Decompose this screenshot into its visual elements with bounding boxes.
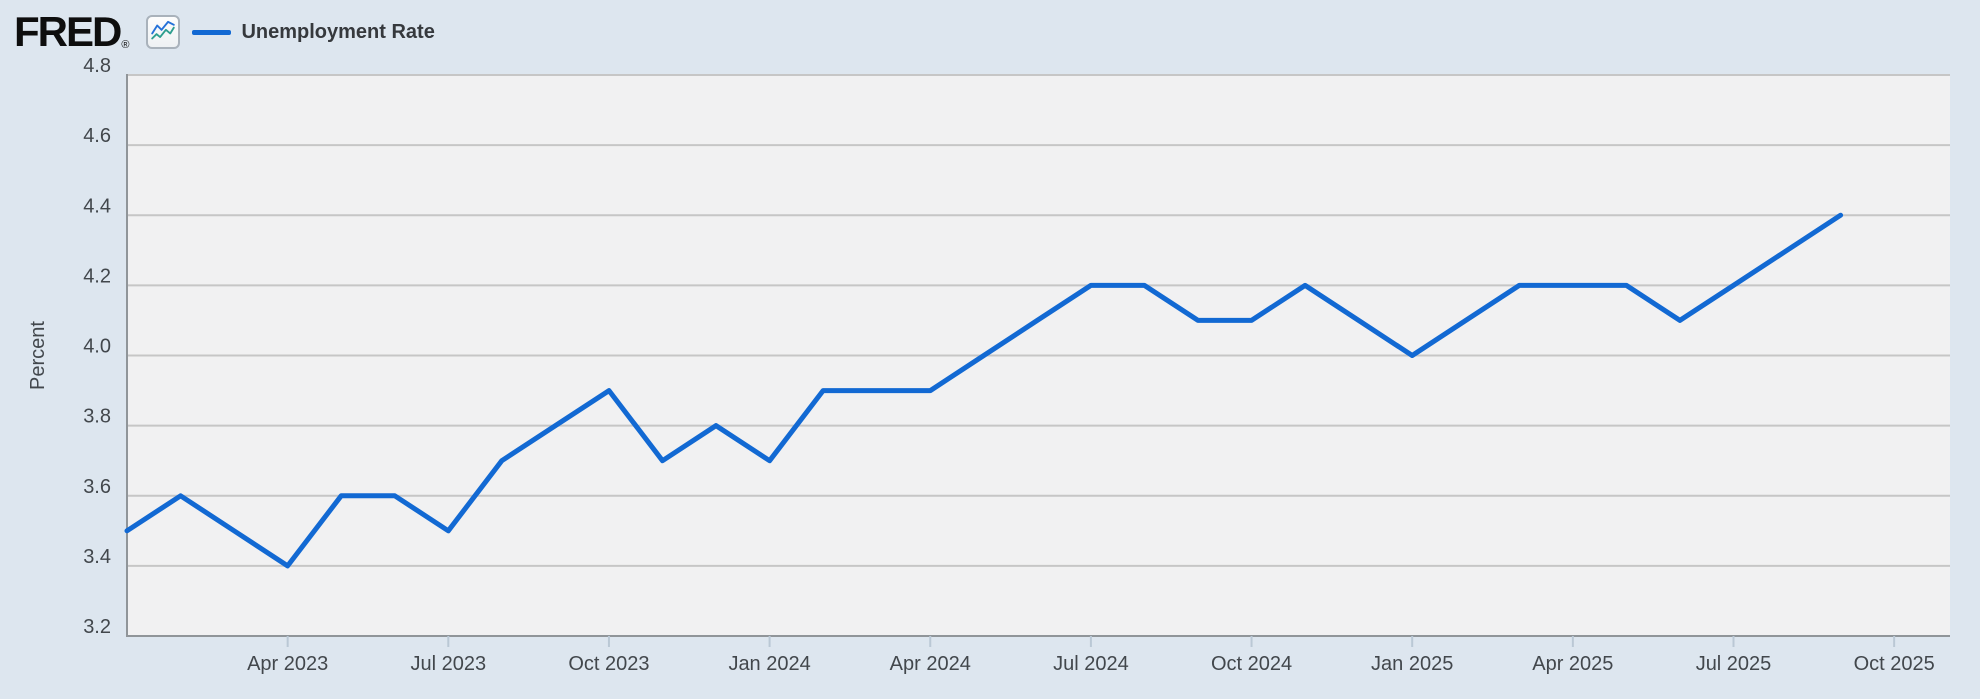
y-axis-label: 4.8 bbox=[83, 55, 111, 77]
x-axis-label: Apr 2025 bbox=[1532, 653, 1613, 675]
y-axis-label: 3.2 bbox=[83, 616, 111, 638]
logo-sparkline-teal bbox=[151, 26, 176, 40]
x-axis-label: Jul 2025 bbox=[1696, 653, 1772, 675]
x-axis-label: Oct 2024 bbox=[1211, 653, 1292, 675]
y-axis-label: 3.4 bbox=[83, 546, 111, 568]
registered-trademark: ® bbox=[121, 39, 130, 51]
series-line-unemployment-rate[interactable] bbox=[124, 212, 1844, 569]
fred-sparkline-icon[interactable] bbox=[146, 15, 181, 49]
y-axis-label: 3.6 bbox=[83, 476, 111, 498]
y-axis-label: 3.8 bbox=[83, 406, 111, 428]
y-axis-label: 4.2 bbox=[83, 265, 111, 287]
logo-sparkline-blue bbox=[151, 20, 176, 35]
legend-line-swatch bbox=[192, 29, 232, 35]
y-axis-label: 4.0 bbox=[83, 336, 111, 358]
x-axis-label: Jul 2023 bbox=[410, 653, 486, 675]
x-axis-label: Oct 2025 bbox=[1854, 653, 1935, 675]
x-axis-label: Apr 2023 bbox=[247, 653, 328, 675]
fred-logo-text: FRED bbox=[14, 8, 122, 55]
x-axis-label: Jul 2024 bbox=[1053, 653, 1129, 675]
x-axis-label: Jan 2024 bbox=[728, 653, 810, 675]
y-axis-label: 4.6 bbox=[83, 125, 111, 147]
sparkline-icon-graphic bbox=[151, 20, 176, 40]
y-axis-label: 4.4 bbox=[83, 195, 111, 217]
fred-logo[interactable]: FRED ® bbox=[14, 11, 129, 53]
x-axis-label: Oct 2023 bbox=[568, 653, 649, 675]
chart-header: FRED ® Unemployment Rate bbox=[14, 6, 435, 58]
y-axis-title: Percent bbox=[27, 321, 49, 390]
legend-series-label[interactable]: Unemployment Rate bbox=[241, 20, 435, 43]
x-axis-label: Apr 2024 bbox=[890, 653, 971, 675]
x-axis-label: Jan 2025 bbox=[1371, 653, 1453, 675]
